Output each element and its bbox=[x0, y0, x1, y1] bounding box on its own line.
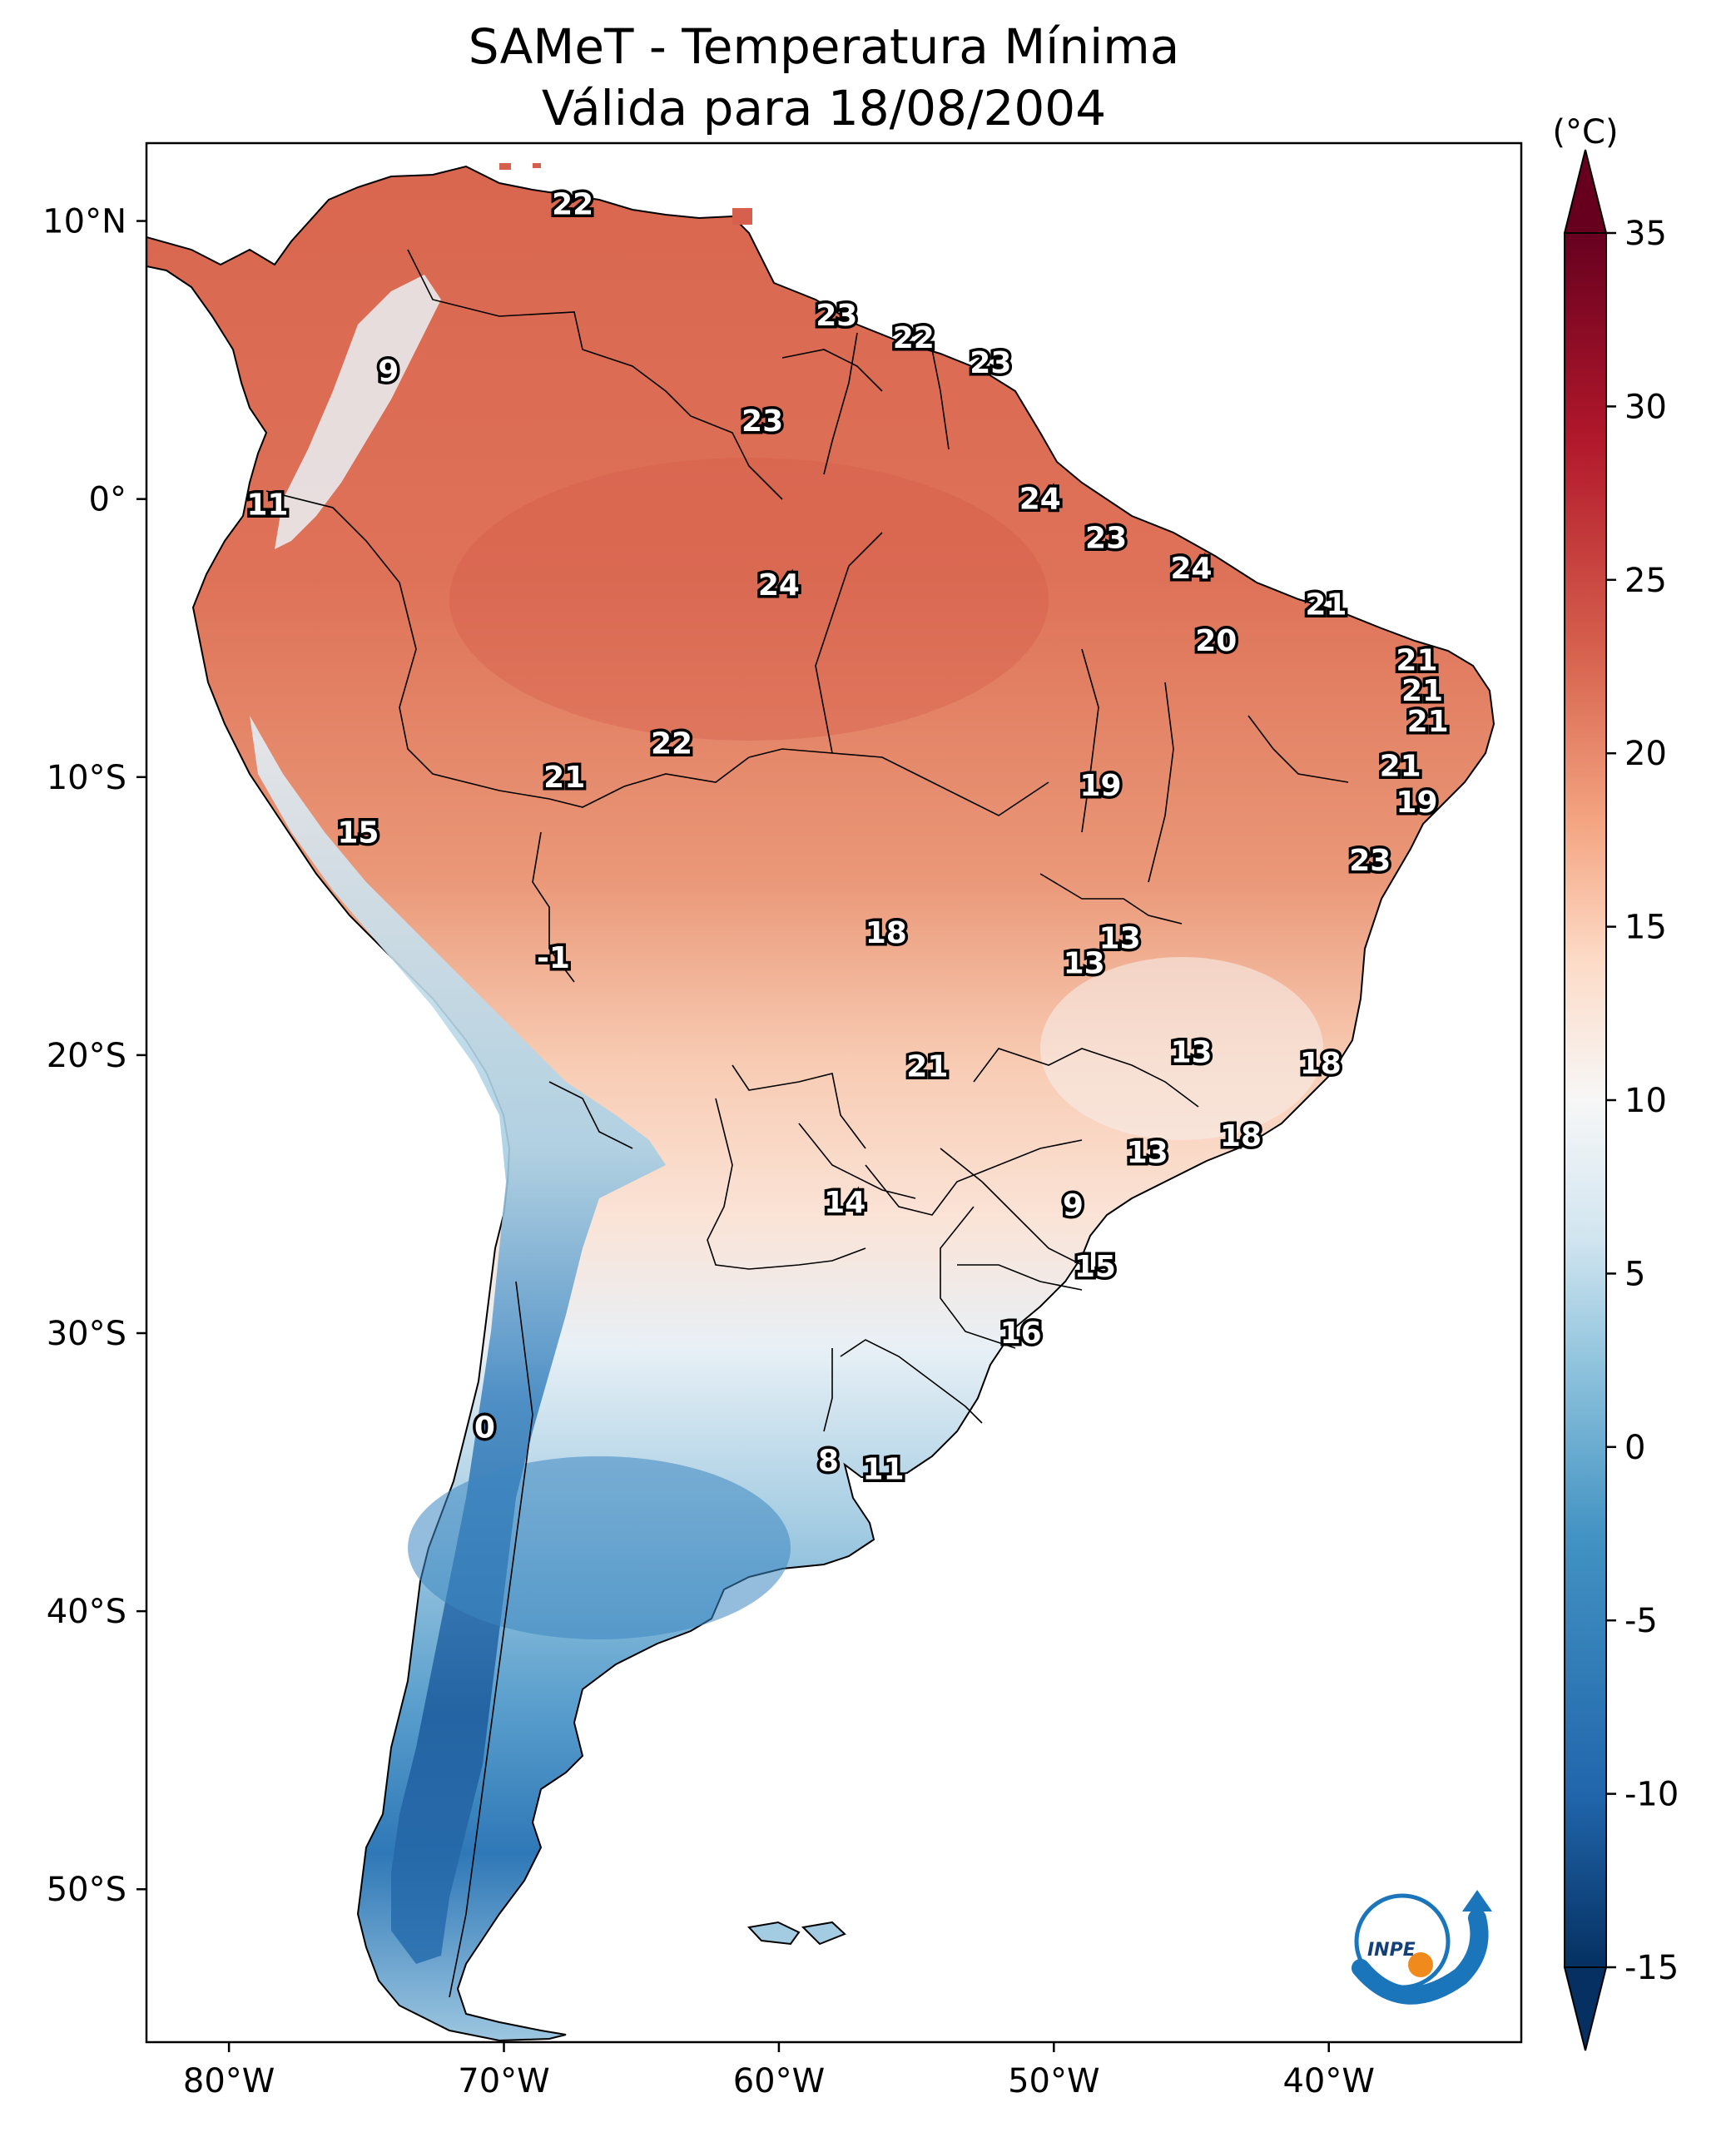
colorbar-tick-label: 0 bbox=[1624, 1429, 1645, 1467]
colorbar-body bbox=[1564, 232, 1607, 1968]
y-tick-label: 10°S bbox=[47, 759, 126, 797]
colorbar-unit-label: (°C) bbox=[1552, 113, 1618, 151]
station-value-label: 22 bbox=[552, 188, 593, 222]
station-value-label: 18 bbox=[866, 916, 907, 950]
y-tick-label: 0° bbox=[89, 481, 126, 519]
map-title-line2: Válida para 18/08/2004 bbox=[542, 80, 1106, 136]
y-tick-label: 50°S bbox=[47, 1871, 126, 1909]
station-value-label: 13 bbox=[1099, 922, 1141, 956]
station-value-label: 23 bbox=[742, 404, 783, 439]
colorbar-tick-label: -15 bbox=[1624, 1949, 1679, 1987]
station-value-label: 11 bbox=[246, 488, 288, 522]
x-tick-label: 70°W bbox=[458, 2062, 549, 2100]
colorbar: (°C) 35 30 25 20 15 10 5 0 -5 -10 -15 bbox=[1552, 113, 1679, 2051]
inpe-logo-arrow-icon bbox=[1462, 1890, 1492, 1912]
station-value-label: 13 bbox=[1127, 1136, 1168, 1170]
station-value-label: 20 bbox=[1195, 624, 1237, 658]
station-value-label: 22 bbox=[893, 321, 935, 355]
x-tick-label: 50°W bbox=[1008, 2062, 1099, 2100]
station-value-label: 21 bbox=[1407, 705, 1449, 739]
station-value-label: 18 bbox=[1220, 1119, 1262, 1153]
station-value-label: 8 bbox=[818, 1445, 839, 1479]
station-value-label: 22 bbox=[651, 727, 692, 761]
station-value-label: 24 bbox=[758, 568, 800, 602]
station-value-label: 16 bbox=[1000, 1316, 1042, 1351]
colorbar-tick-label: 15 bbox=[1624, 909, 1667, 947]
station-value-label: 21 bbox=[1401, 674, 1443, 708]
patagonia-cold-core bbox=[408, 1456, 791, 1639]
longitude-axis: 80°W 70°W 60°W 50°W 40°W bbox=[183, 2042, 1375, 2100]
y-tick-label: 10°N bbox=[42, 203, 126, 241]
colorbar-tick-label: 20 bbox=[1624, 735, 1667, 773]
brazil-highland-cool bbox=[1040, 957, 1323, 1140]
inpe-logo-dot bbox=[1408, 1952, 1433, 1977]
station-value-label: 21 bbox=[1380, 749, 1421, 783]
y-tick-label: 30°S bbox=[47, 1315, 126, 1353]
x-tick-label: 80°W bbox=[183, 2062, 275, 2100]
station-value-label: 21 bbox=[1396, 643, 1437, 677]
northern-andes-cold bbox=[275, 275, 441, 549]
colorbar-tick-label: 30 bbox=[1624, 388, 1667, 426]
map-frame bbox=[145, 141, 1523, 2044]
caribbean-island bbox=[732, 208, 752, 225]
station-value-label: 21 bbox=[1305, 588, 1347, 622]
inpe-logo-swoosh bbox=[1352, 1909, 1489, 2005]
station-value-label: 21 bbox=[906, 1049, 948, 1083]
caribbean-island bbox=[533, 163, 541, 168]
y-tick-label: 20°S bbox=[47, 1037, 126, 1075]
andes-cold-band bbox=[250, 716, 666, 1964]
station-value-label: 13 bbox=[1064, 947, 1105, 981]
station-value-label: 0 bbox=[474, 1411, 495, 1445]
station-value-label: 21 bbox=[543, 761, 585, 795]
inpe-logo-text: INPE bbox=[1367, 1940, 1416, 1961]
colorbar-extend-max bbox=[1563, 149, 1608, 234]
colorbar-tick-label: 25 bbox=[1624, 562, 1667, 600]
x-tick-label: 60°W bbox=[733, 2062, 825, 2100]
station-value-label: 23 bbox=[970, 346, 1011, 380]
colorbar-tick-label: 10 bbox=[1624, 1082, 1667, 1120]
colorbar-tick-label: -10 bbox=[1624, 1776, 1679, 1814]
station-value-label: 24 bbox=[1170, 552, 1212, 586]
colorbar-extend-min bbox=[1563, 1966, 1608, 2051]
colorbar-tick-label: -5 bbox=[1624, 1602, 1658, 1640]
station-value-label: 23 bbox=[816, 299, 857, 333]
latitude-axis: 10°N 0° 10°S 20°S 30°S 40°S 50°S bbox=[42, 203, 146, 1909]
station-value-label: 23 bbox=[1085, 521, 1127, 555]
political-borders bbox=[265, 249, 1349, 1998]
map-title-line1: SAMeT - Temperatura Mínima bbox=[469, 18, 1180, 75]
station-value-label: 23 bbox=[1349, 844, 1391, 878]
inpe-logo: INPE bbox=[1352, 1890, 1492, 2005]
station-value-label: 14 bbox=[824, 1186, 866, 1220]
station-value-label: 13 bbox=[1170, 1036, 1212, 1070]
colorbar-ticks: 35 30 25 20 15 10 5 0 -5 -10 -15 bbox=[1606, 215, 1679, 1987]
y-tick-label: 40°S bbox=[47, 1593, 126, 1631]
station-value-label: -1 bbox=[537, 941, 570, 975]
caribbean-island bbox=[499, 163, 511, 170]
station-value-label: 9 bbox=[1063, 1188, 1084, 1222]
station-value-label: 24 bbox=[1019, 483, 1061, 517]
station-value-label: 18 bbox=[1300, 1047, 1342, 1081]
amazon-warm-core bbox=[449, 458, 1049, 741]
station-value-label: 15 bbox=[1074, 1250, 1116, 1284]
falkland-islands bbox=[746, 1921, 846, 1946]
station-value-label: 19 bbox=[1079, 769, 1121, 803]
station-value-label: 9 bbox=[378, 355, 399, 389]
station-value-label: 15 bbox=[337, 816, 379, 850]
station-value-label: 19 bbox=[1396, 786, 1437, 820]
station-value-label: 11 bbox=[862, 1453, 904, 1487]
x-tick-label: 40°W bbox=[1282, 2062, 1374, 2100]
colorbar-tick-label: 5 bbox=[1624, 1255, 1645, 1293]
colorbar-tick-label: 35 bbox=[1624, 215, 1667, 253]
